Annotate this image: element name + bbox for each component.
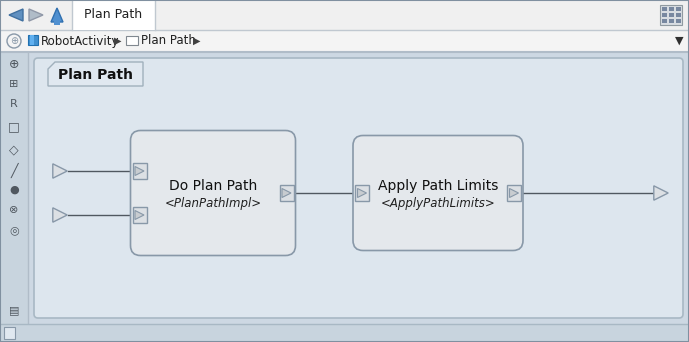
Polygon shape [53,164,68,178]
Bar [669,7,674,11]
Text: ◇: ◇ [9,144,19,157]
Bar [280,185,294,201]
Text: ▶: ▶ [114,36,121,46]
Text: ⊕: ⊕ [9,57,19,70]
Bar [132,163,147,179]
Bar [54,20,60,25]
Text: ⊞: ⊞ [10,79,19,89]
Bar [132,207,147,223]
Bar [676,7,681,11]
FancyBboxPatch shape [130,131,296,255]
Text: <ApplyPathLimits>: <ApplyPathLimits> [380,197,495,210]
Bar [662,13,667,17]
FancyBboxPatch shape [34,58,683,318]
Bar [0,324,689,342]
Text: □: □ [8,120,20,133]
Text: ⊕: ⊕ [10,36,18,46]
Bar [72,0,155,30]
Bar [0,30,689,52]
Text: ▤: ▤ [9,305,19,315]
Bar [4,327,15,339]
Polygon shape [282,188,291,197]
Bar [30,35,34,45]
Text: Apply Path Limits: Apply Path Limits [378,179,498,193]
Text: ▼: ▼ [675,36,683,46]
Text: <PlanPathImpl>: <PlanPathImpl> [165,197,262,210]
FancyBboxPatch shape [353,135,523,250]
Text: ⊗: ⊗ [10,205,19,215]
Polygon shape [51,8,63,22]
Text: Plan Path: Plan Path [85,9,143,22]
Polygon shape [358,188,367,197]
Bar [126,36,138,45]
Text: RobotActivity: RobotActivity [41,35,119,48]
Bar [662,19,667,23]
Text: R: R [10,99,18,109]
Bar [662,7,667,11]
Bar [0,0,689,30]
Polygon shape [135,167,144,175]
Bar [0,52,28,342]
Text: ●: ● [9,185,19,195]
Bar [355,185,369,201]
Bar [676,13,681,17]
Text: ╱: ╱ [10,162,18,177]
Text: Plan Path: Plan Path [58,68,133,82]
Text: Do Plan Path: Do Plan Path [169,179,257,193]
Polygon shape [135,210,144,220]
Bar [507,185,521,201]
Polygon shape [9,9,23,21]
Polygon shape [53,208,68,222]
Polygon shape [48,62,143,86]
Bar [28,35,38,45]
Bar [660,5,682,25]
Text: Plan Path: Plan Path [141,35,196,48]
Polygon shape [509,188,519,197]
Bar [28,52,689,324]
Text: ◎: ◎ [9,225,19,235]
Polygon shape [29,9,43,21]
Text: ▶: ▶ [193,36,200,46]
Polygon shape [654,186,668,200]
Bar [669,13,674,17]
Bar [669,19,674,23]
Bar [676,19,681,23]
